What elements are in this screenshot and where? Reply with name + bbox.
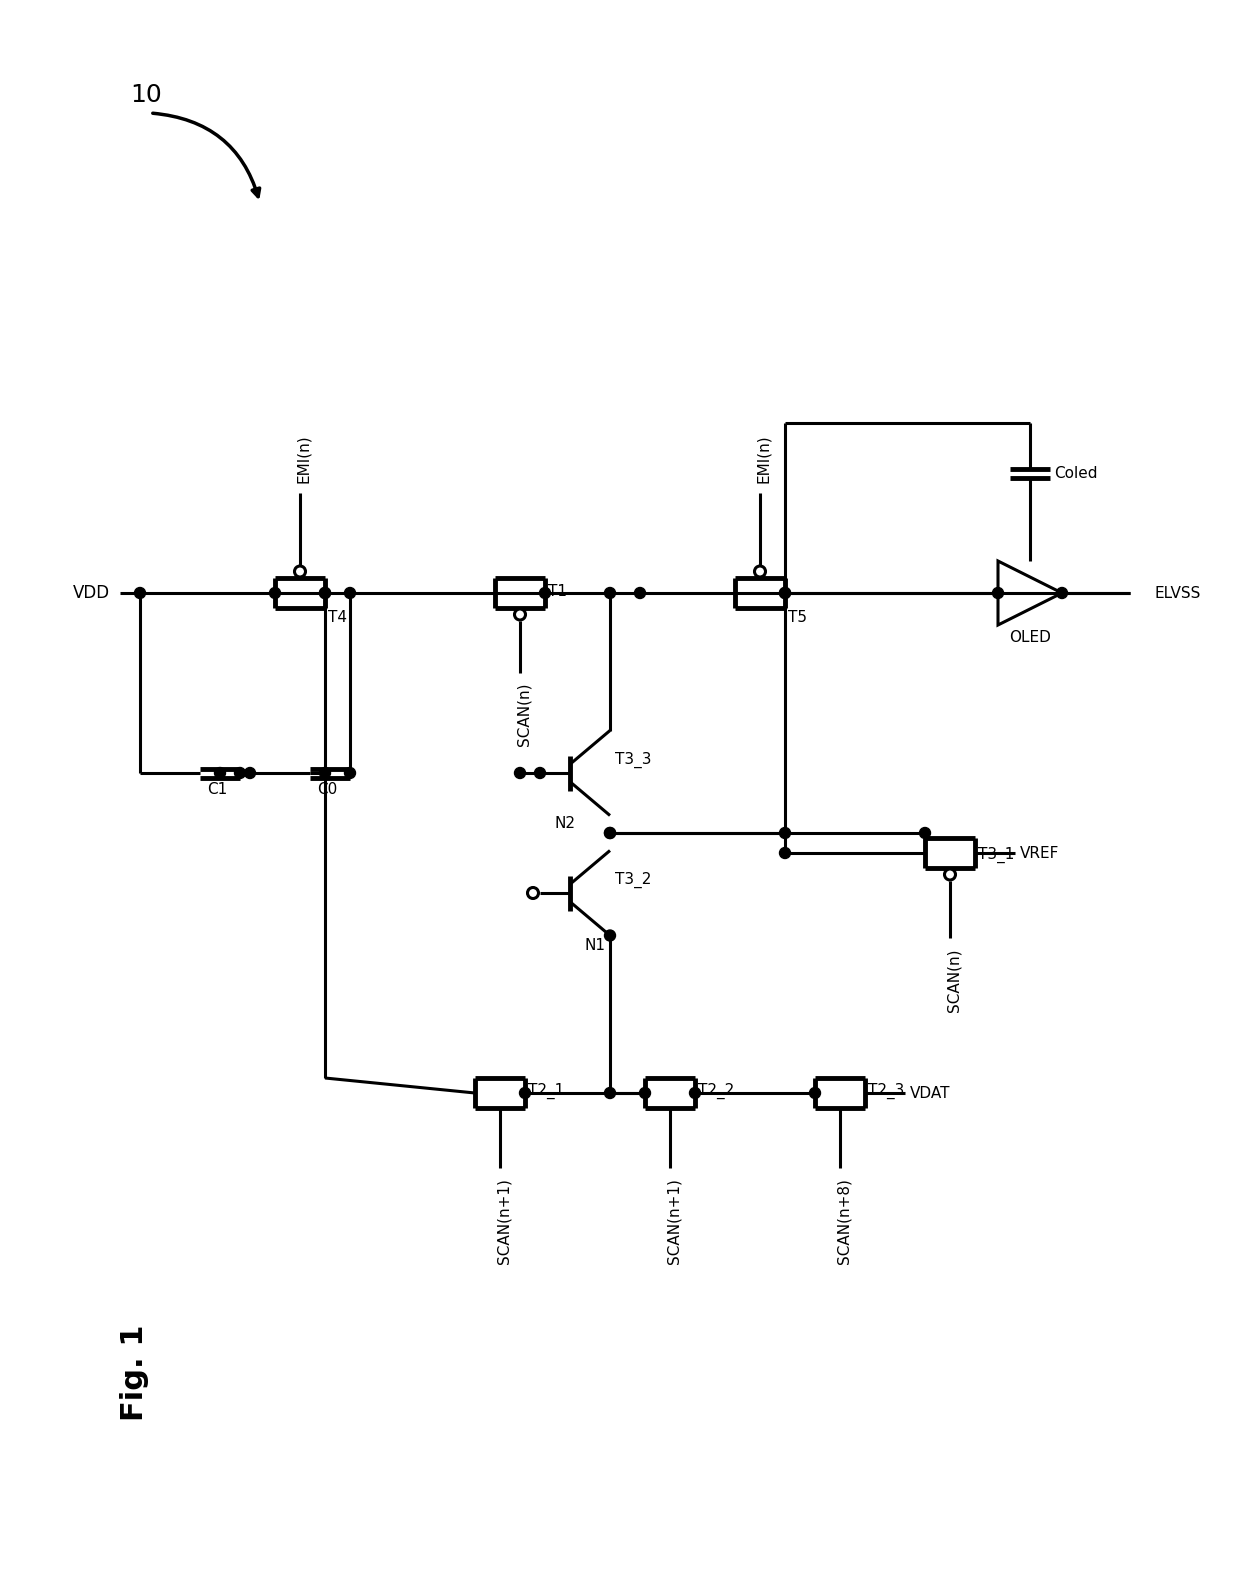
Circle shape xyxy=(605,827,615,838)
Text: T2_3: T2_3 xyxy=(868,1083,904,1099)
Circle shape xyxy=(539,588,551,599)
Circle shape xyxy=(320,768,331,779)
Text: C0: C0 xyxy=(317,782,337,796)
Text: ELVSS: ELVSS xyxy=(1154,586,1202,601)
Text: T3_2: T3_2 xyxy=(615,871,651,887)
Circle shape xyxy=(945,870,956,879)
Circle shape xyxy=(320,588,331,599)
Circle shape xyxy=(635,588,646,599)
Circle shape xyxy=(234,768,246,779)
Text: 10: 10 xyxy=(130,83,161,107)
Text: SCAN(n): SCAN(n) xyxy=(517,683,532,747)
Text: T4: T4 xyxy=(329,610,347,624)
Text: N1: N1 xyxy=(584,938,605,954)
Circle shape xyxy=(780,827,791,838)
Text: VREF: VREF xyxy=(1021,846,1059,860)
Circle shape xyxy=(244,768,255,779)
FancyArrowPatch shape xyxy=(153,113,259,196)
Circle shape xyxy=(345,768,356,779)
Circle shape xyxy=(605,1088,615,1099)
Text: T3_3: T3_3 xyxy=(615,752,651,768)
Text: T2_2: T2_2 xyxy=(698,1083,734,1099)
Text: SCAN(n): SCAN(n) xyxy=(946,948,961,1012)
Circle shape xyxy=(534,768,546,779)
Text: T3_1: T3_1 xyxy=(978,847,1014,863)
Circle shape xyxy=(780,588,791,599)
Text: SCAN(n+1): SCAN(n+1) xyxy=(667,1177,682,1263)
Text: SCAN(n+8): SCAN(n+8) xyxy=(837,1177,852,1263)
Circle shape xyxy=(295,566,305,577)
Circle shape xyxy=(320,588,331,599)
Circle shape xyxy=(605,827,615,838)
Circle shape xyxy=(515,768,526,779)
Text: VDD: VDD xyxy=(73,585,110,602)
Text: Coled: Coled xyxy=(1054,465,1097,481)
Text: T1: T1 xyxy=(548,583,567,599)
Text: C1: C1 xyxy=(207,782,227,796)
Circle shape xyxy=(520,1088,531,1099)
Text: VDAT: VDAT xyxy=(910,1085,951,1101)
Circle shape xyxy=(640,1088,651,1099)
Circle shape xyxy=(754,566,765,577)
Text: EMI(n): EMI(n) xyxy=(756,435,771,483)
Circle shape xyxy=(269,588,280,599)
Circle shape xyxy=(1056,588,1068,599)
Text: OLED: OLED xyxy=(1009,629,1052,645)
Text: SCAN(n+1): SCAN(n+1) xyxy=(496,1177,511,1263)
Circle shape xyxy=(780,588,791,599)
Circle shape xyxy=(515,609,526,620)
Circle shape xyxy=(345,588,356,599)
Circle shape xyxy=(605,930,615,941)
Text: N2: N2 xyxy=(556,816,577,832)
Circle shape xyxy=(992,588,1003,599)
Text: T2_1: T2_1 xyxy=(528,1083,564,1099)
Text: Fig. 1: Fig. 1 xyxy=(120,1325,149,1421)
Circle shape xyxy=(605,588,615,599)
Circle shape xyxy=(810,1088,821,1099)
Text: EMI(n): EMI(n) xyxy=(296,435,311,483)
Circle shape xyxy=(689,1088,701,1099)
Circle shape xyxy=(134,588,145,599)
Circle shape xyxy=(920,827,930,838)
Circle shape xyxy=(780,847,791,859)
Circle shape xyxy=(215,768,226,779)
Circle shape xyxy=(527,887,538,898)
Text: T5: T5 xyxy=(787,610,807,624)
